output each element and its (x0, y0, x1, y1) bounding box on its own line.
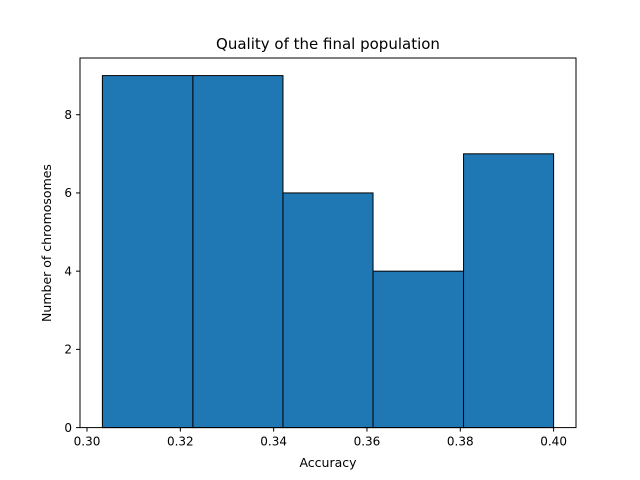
histogram-bar-1 (101, 75, 194, 429)
y-tick-label: 2 (64, 343, 72, 357)
plot-frame (79, 57, 577, 429)
x-tick-label: 0.32 (167, 435, 194, 449)
histogram-bar-2 (192, 75, 284, 429)
histogram-bar-3 (282, 192, 374, 429)
x-tick-label: 0.40 (540, 435, 567, 449)
y-axis-label: Number of chromosomes (39, 164, 54, 322)
bars-group (101, 75, 555, 429)
chart-title: Quality of the final population (216, 35, 440, 53)
x-tick-label: 0.36 (354, 435, 381, 449)
x-tick-label: 0.38 (447, 435, 474, 449)
y-tick-label: 0 (64, 421, 72, 435)
y-axis-ticks: 0 2 4 6 8 (64, 108, 80, 435)
x-axis-label: Accuracy (299, 455, 357, 470)
x-axis-ticks: 0.30 0.32 0.34 0.36 0.38 0.40 (74, 427, 567, 449)
y-tick-label: 8 (64, 108, 72, 122)
y-tick-label: 4 (64, 264, 72, 278)
y-tick-label: 6 (64, 186, 72, 200)
histogram-bar-5 (463, 153, 555, 429)
x-tick-label: 0.34 (260, 435, 287, 449)
x-tick-label: 0.30 (74, 435, 101, 449)
histogram-bar-4 (372, 270, 465, 429)
